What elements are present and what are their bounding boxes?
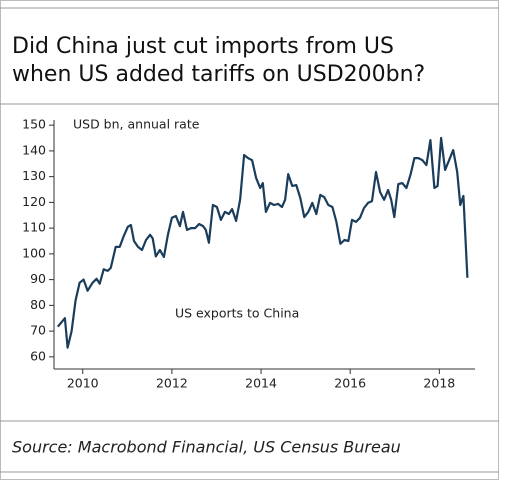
y-tick-label: 110 [22, 220, 46, 235]
y-tick-label: 130 [22, 168, 46, 183]
x-tick-label: 2018 [423, 376, 455, 391]
source: Source: Macrobond Financial, US Census B… [12, 438, 401, 457]
x-tick-label: 2012 [156, 376, 188, 391]
y-tick-label: 120 [22, 194, 46, 209]
x-tick-label: 2014 [245, 376, 277, 391]
chart-title: Did China just cut imports from US [12, 34, 394, 59]
frame [0, 0, 499, 480]
x-tick-label: 2010 [67, 376, 99, 391]
x-tick-label: 2016 [334, 376, 366, 391]
y-axis-label: USD bn, annual rate [73, 117, 200, 132]
y-tick-label: 70 [30, 323, 46, 338]
series-label: US exports to China [175, 306, 299, 321]
y-tick-label: 150 [22, 117, 46, 132]
y-tick-label: 90 [30, 271, 46, 286]
y-tick-label: 80 [30, 297, 46, 312]
y-tick-label: 140 [22, 142, 46, 157]
y-tick-label: 100 [22, 245, 46, 260]
chart-title: when US added tariffs on USD200bn? [12, 62, 425, 87]
data-line [56, 136, 469, 349]
y-tick-label: 60 [30, 348, 46, 363]
